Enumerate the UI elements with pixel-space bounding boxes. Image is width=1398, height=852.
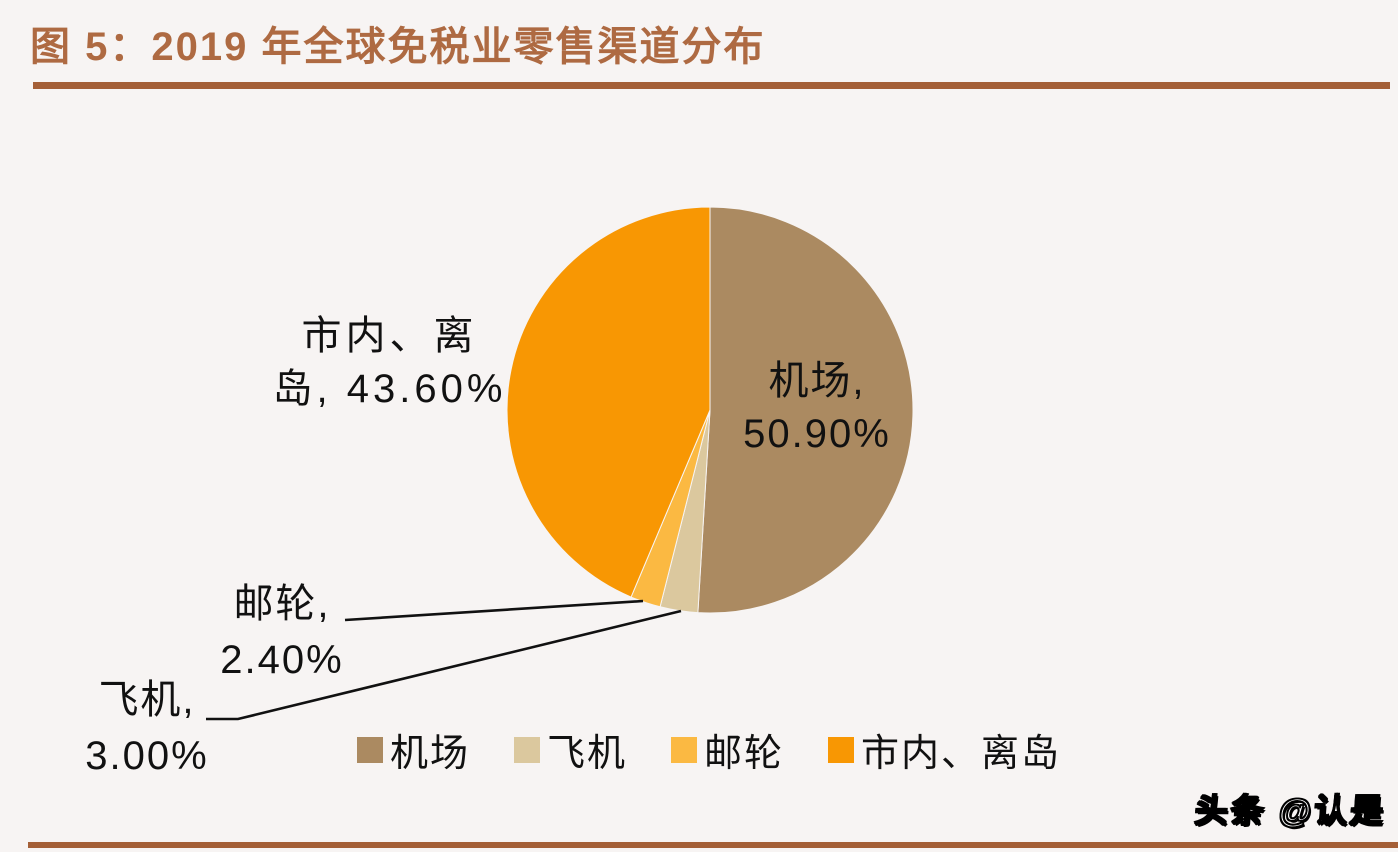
slice-label-city-line2: 岛, 43.60% — [272, 367, 507, 411]
pie-slice-city — [506, 206, 711, 598]
slice-label-city-line1: 市内、离 — [301, 314, 478, 358]
title-divider-rule — [33, 82, 1390, 89]
legend-item-city: 市内、离岛 — [828, 722, 1061, 777]
legend-label-airport: 机场 — [389, 733, 470, 775]
bottom-divider-rule — [28, 842, 1398, 848]
slice-label-airport-line1: 机场, — [768, 359, 866, 403]
slice-label-plane-line2: 3.00% — [85, 734, 209, 778]
slice-label-cruise-line1: 邮轮, — [233, 582, 331, 626]
chart-title: 图 5：2019 年全球免税业零售渠道分布 — [30, 25, 766, 69]
legend: 机场 飞机 邮轮 市内、离岛 — [10, 722, 1398, 777]
slice-label-city: 市内、离 岛, 43.60% — [272, 310, 507, 416]
slice-label-cruise-line2: 2.40% — [220, 638, 344, 682]
slice-label-plane-line1: 飞机, — [98, 678, 196, 722]
legend-label-cruise: 邮轮 — [704, 733, 785, 775]
legend-label-plane: 飞机 — [546, 733, 627, 775]
slice-label-airport: 机场, 50.90% — [722, 355, 912, 461]
pie-slice-plane — [659, 409, 711, 614]
legend-item-airport: 机场 — [356, 722, 470, 777]
watermark-toutiao: 头条 @认是 — [1192, 791, 1388, 830]
legend-swatch-plane — [513, 736, 540, 763]
pie-slice-cruise — [630, 409, 711, 608]
slice-label-airport-line2: 50.90% — [743, 412, 891, 456]
slice-label-cruise: 邮轮, 2.40% — [208, 576, 356, 688]
legend-item-plane: 飞机 — [513, 722, 627, 777]
legend-label-city: 市内、离岛 — [861, 733, 1062, 775]
legend-swatch-cruise — [671, 736, 697, 763]
leader-line-cruise — [344, 599, 644, 622]
legend-item-cruise: 邮轮 — [671, 722, 784, 777]
slice-label-plane: 飞机, 3.00% — [72, 672, 222, 784]
legend-swatch-airport — [356, 736, 383, 763]
legend-swatch-city — [828, 736, 855, 763]
